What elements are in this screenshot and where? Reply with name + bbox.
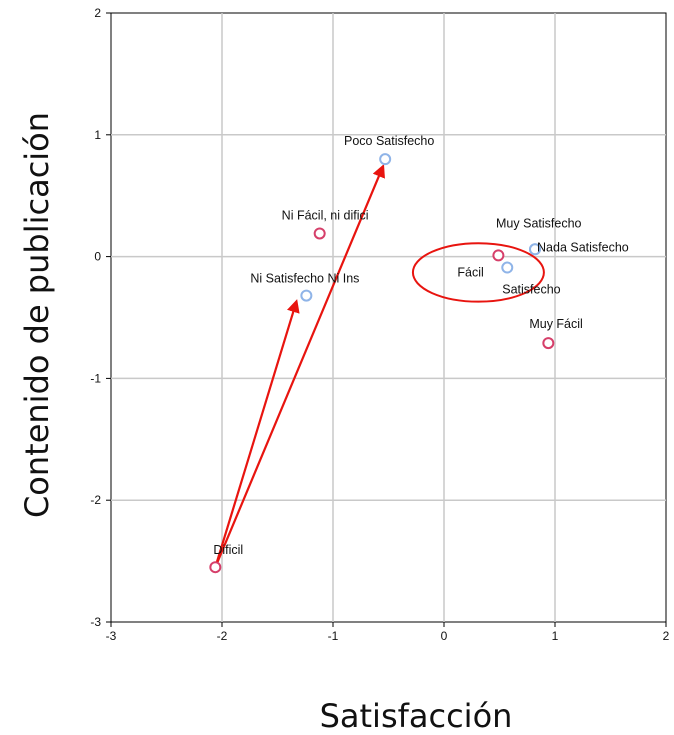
y-tick-label: -1: [90, 371, 101, 385]
x-tick-label: 2: [663, 629, 670, 643]
point-label: Dificil: [213, 543, 243, 557]
x-tick-label: 0: [441, 629, 448, 643]
point-label: Muy Satisfecho: [496, 216, 582, 230]
point-label: Fácil: [457, 265, 483, 279]
data-point: [492, 249, 505, 262]
highlight-ellipse: [411, 242, 545, 303]
y-axis-label: Contenido de publicación: [18, 112, 56, 518]
annotation-arrow: [214, 299, 300, 568]
data-point: [313, 227, 326, 240]
point-label: Nada Satisfecho: [537, 240, 629, 254]
x-tick-label: 1: [552, 629, 559, 643]
point-label: Poco Satisfecho: [344, 134, 434, 148]
y-tick-label: 1: [94, 128, 101, 142]
x-axis-label: Satisfacción: [320, 697, 513, 735]
data-point: [542, 337, 555, 350]
y-tick-label: 0: [94, 250, 101, 264]
y-tick-label: -2: [90, 493, 101, 507]
x-tick-label: -2: [217, 629, 228, 643]
grid-lines: [111, 13, 666, 622]
point-label: Ni Satisfecho Ni Ins: [250, 272, 359, 286]
data-point: [529, 243, 542, 256]
annotations: [214, 164, 545, 568]
data-point: [209, 561, 222, 574]
plot-area: [110, 12, 667, 623]
annotation-arrow: [214, 164, 385, 568]
data-point: [379, 153, 392, 166]
point-label: Satisfecho: [502, 283, 560, 297]
tick-labels: -3 -2 -1 0 1 2 -3 -2 -1 0 1 2: [90, 6, 669, 643]
point-label: Ni Fácil, ni difici: [282, 208, 369, 222]
point-label: Muy Fácil: [529, 317, 582, 331]
x-tick-label: -3: [106, 629, 117, 643]
y-tick-label: 2: [94, 6, 101, 20]
x-tick-label: -1: [328, 629, 339, 643]
data-points: Poco Satisfecho Muy Satisfecho Nada Satisf…: [209, 134, 629, 574]
y-tick-label: -3: [90, 615, 101, 629]
data-point: [501, 261, 514, 274]
data-point: [300, 289, 313, 302]
